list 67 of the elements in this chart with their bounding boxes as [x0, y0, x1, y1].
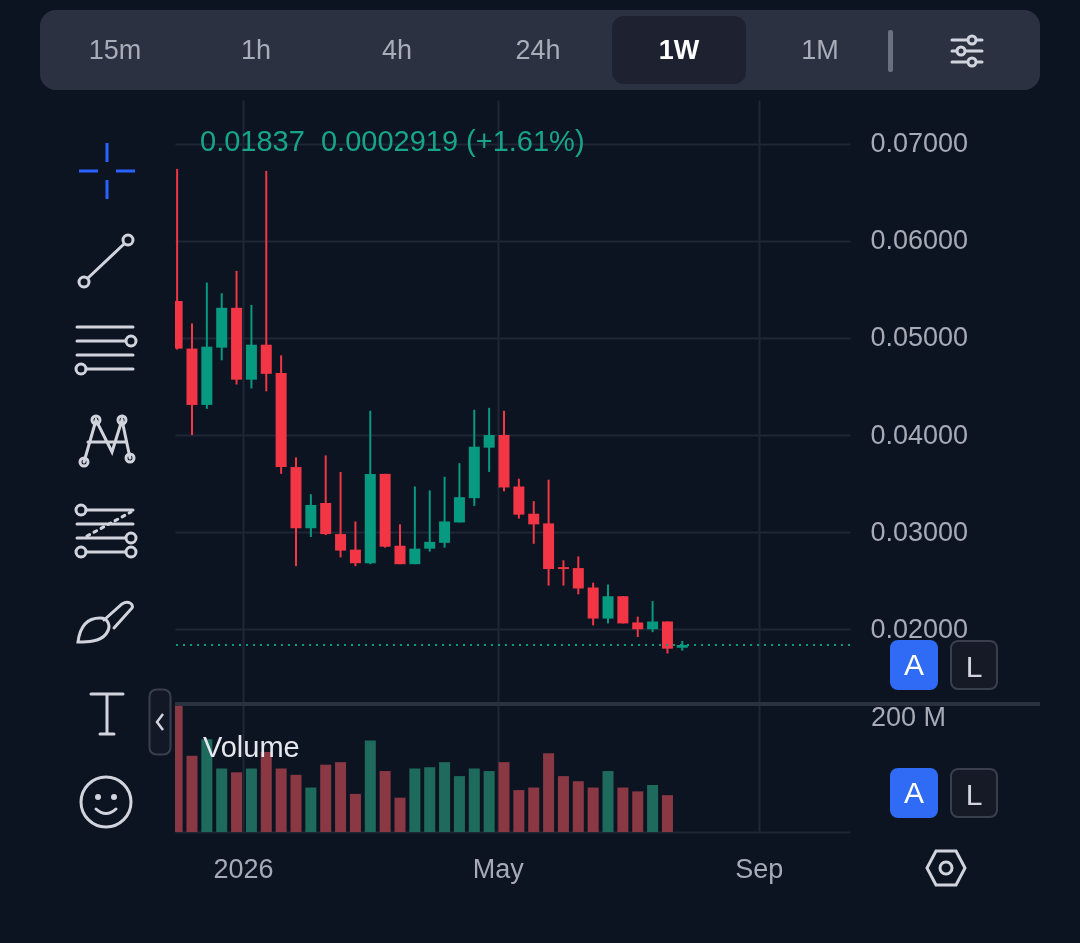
y-tick-label: 0.04000	[870, 419, 969, 450]
text: 15m	[87, 34, 143, 67]
bar	[186, 755, 198, 832]
candlestick	[424, 489, 436, 553]
x-tick-label: May	[472, 853, 525, 884]
candlestick	[602, 583, 614, 625]
text: L	[965, 650, 983, 683]
bar	[453, 776, 465, 832]
bar	[245, 768, 257, 832]
text: 1M	[800, 34, 840, 67]
candlestick	[557, 559, 569, 587]
bar	[394, 797, 406, 832]
bar	[528, 787, 540, 832]
y-tick-label: 0.05000	[870, 322, 969, 353]
x-tick-label: Sep	[735, 853, 784, 884]
bar	[498, 762, 510, 832]
bar	[617, 787, 629, 832]
bar	[216, 768, 228, 832]
bar	[349, 793, 361, 832]
bar	[557, 776, 569, 832]
bar	[424, 767, 436, 832]
text: 1W	[612, 16, 746, 84]
bar	[439, 762, 451, 832]
bar	[483, 771, 495, 832]
y-tick-label: 0.07000	[870, 128, 969, 159]
text: 1h	[239, 34, 272, 67]
bar	[305, 787, 317, 832]
candlestick	[394, 523, 406, 566]
x-tick-label: 2026	[213, 853, 274, 884]
y-tick-label: 0.02000	[870, 613, 969, 644]
candlestick	[305, 493, 317, 538]
bar	[632, 791, 644, 832]
bar	[661, 795, 673, 832]
text: 0.01837 0.0002919 (+1.61%)	[200, 125, 585, 158]
candlestick	[335, 470, 347, 559]
text: A	[890, 768, 938, 818]
text: 4h	[380, 34, 413, 67]
bar	[572, 781, 584, 832]
y-tick-label: 0.06000	[870, 225, 969, 256]
bar	[379, 771, 391, 832]
bar	[468, 768, 480, 832]
text: Volume	[203, 731, 300, 764]
candlestick	[647, 600, 659, 634]
candlestick	[439, 475, 451, 549]
bar	[335, 762, 347, 832]
bar	[409, 768, 421, 832]
text: 200 M	[871, 702, 947, 733]
bar	[290, 774, 302, 832]
bar	[513, 790, 525, 832]
y-tick-label: 0.03000	[870, 516, 969, 547]
bar	[364, 740, 376, 832]
text: 24h	[514, 34, 562, 67]
text: A	[903, 648, 924, 681]
candlestick	[349, 520, 361, 568]
candlestick	[528, 500, 540, 545]
bar	[647, 785, 659, 832]
candlestick	[409, 485, 421, 566]
bar	[543, 753, 555, 832]
bar	[602, 771, 614, 832]
candlestick	[483, 406, 495, 473]
bar	[320, 764, 332, 832]
candlestick	[572, 555, 584, 596]
text: L	[950, 768, 998, 818]
candlestick	[632, 615, 644, 639]
bar	[231, 772, 243, 832]
bar	[275, 768, 287, 832]
bar	[587, 787, 599, 832]
